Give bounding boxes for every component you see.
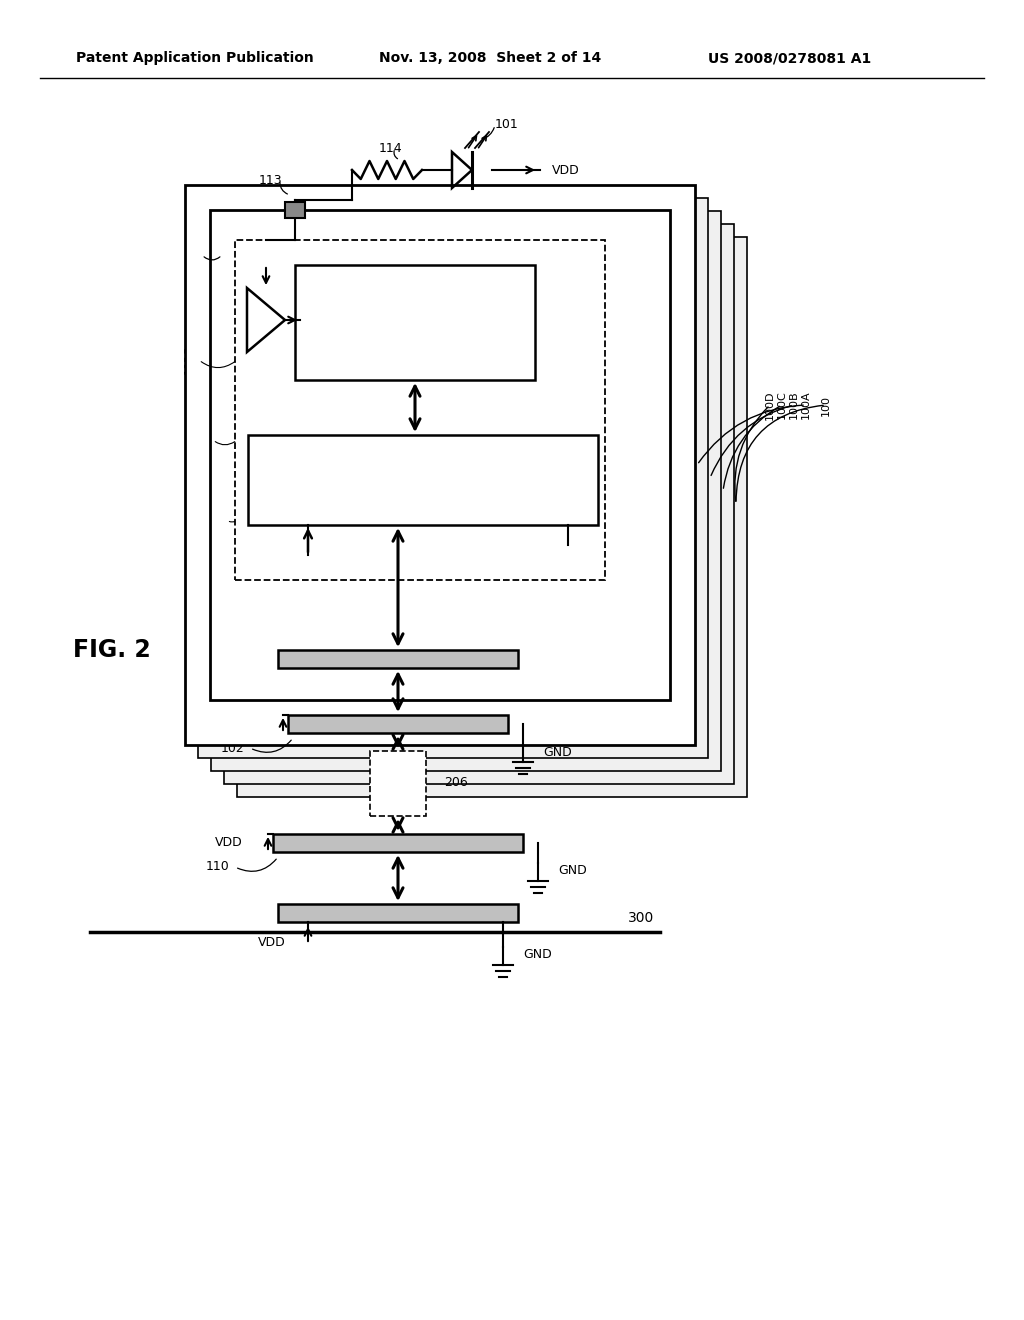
Text: 101: 101 (495, 119, 519, 132)
Text: VDD: VDD (215, 837, 243, 850)
Text: 110: 110 (206, 861, 229, 874)
Text: GND: GND (523, 949, 552, 961)
Text: US 2008/0278081 A1: US 2008/0278081 A1 (709, 51, 871, 65)
Bar (198, 198, 708, 758)
Bar (370, 751, 426, 816)
Text: I/O: I/O (414, 466, 433, 480)
Bar (248, 436, 598, 525)
Bar (237, 238, 746, 797)
Text: 120: 120 (185, 243, 199, 267)
Bar (285, 202, 305, 218)
Text: VDD: VDD (258, 936, 286, 949)
Text: GND: GND (558, 865, 587, 878)
Text: Patent Application Publication: Patent Application Publication (76, 51, 314, 65)
Text: VDD: VDD (552, 164, 580, 177)
Text: 103A: 103A (212, 506, 222, 535)
Text: 103: 103 (198, 429, 208, 450)
Text: 100A: 100A (801, 391, 811, 420)
Text: 100C: 100C (777, 391, 787, 420)
Text: MEMORY: MEMORY (385, 308, 445, 322)
Text: GND: GND (590, 546, 618, 560)
Bar (185, 185, 695, 744)
Text: GND: GND (543, 746, 571, 759)
Text: 100D: 100D (765, 391, 775, 420)
Text: 100B: 100B (790, 391, 799, 420)
Text: CTRL: CTRL (406, 483, 440, 498)
Text: Nov. 13, 2008  Sheet 2 of 14: Nov. 13, 2008 Sheet 2 of 14 (379, 51, 601, 65)
Text: VDD: VDD (230, 718, 258, 730)
Bar (295, 265, 535, 380)
Text: 103B: 103B (676, 455, 686, 484)
Text: 113: 113 (258, 173, 282, 186)
Bar (278, 649, 518, 668)
Bar (278, 904, 518, 921)
Bar (288, 715, 508, 733)
Text: 114: 114 (378, 141, 401, 154)
Text: 300: 300 (628, 911, 654, 925)
Bar (224, 224, 734, 784)
Bar (211, 211, 721, 771)
Text: ARRAY: ARRAY (392, 325, 437, 339)
Text: FIG. 2: FIG. 2 (73, 638, 151, 663)
Text: 103C: 103C (184, 346, 194, 375)
Bar (210, 210, 670, 700)
Text: 100: 100 (821, 395, 831, 416)
Text: 102: 102 (221, 742, 245, 755)
Bar (234, 240, 605, 579)
Bar (273, 834, 523, 851)
Text: 206: 206 (444, 776, 468, 789)
Text: VDD: VDD (258, 536, 286, 549)
